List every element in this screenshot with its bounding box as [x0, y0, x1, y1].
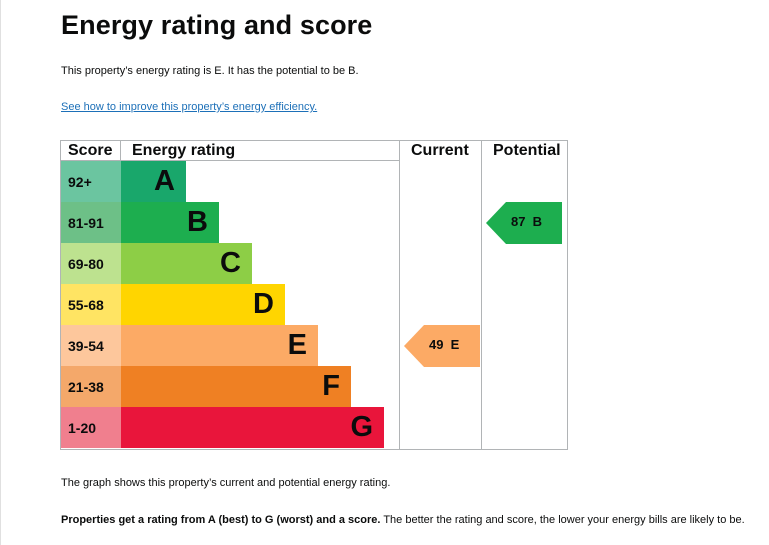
potential-column-header: Potential — [493, 142, 561, 159]
current-arrow — [404, 325, 480, 367]
score-range-b: 81-91 — [61, 202, 121, 243]
score-column-divider — [120, 141, 121, 161]
rating-band-b: B — [121, 202, 219, 243]
current-rating-label: 49 E — [429, 337, 460, 352]
score-range-e: 39-54 — [61, 325, 121, 366]
potential-column-divider — [481, 141, 482, 449]
energy-rating-chart: Score Energy rating Current Potential 92… — [60, 140, 568, 450]
rating-band-g: G — [121, 407, 384, 448]
rating-explanation-bold: Properties get a rating from A (best) to… — [61, 514, 381, 526]
score-range-f: 21-38 — [61, 366, 121, 407]
score-range-g: 1-20 — [61, 407, 121, 448]
rating-column-header: Energy rating — [132, 142, 236, 159]
page-left-border — [0, 0, 1, 545]
page-title: Energy rating and score — [61, 10, 373, 40]
rating-band-c: C — [121, 243, 252, 284]
score-range-a: 92+ — [61, 161, 121, 202]
current-column-header: Current — [411, 142, 469, 159]
potential-arrow — [486, 202, 562, 244]
rating-explanation: Properties get a rating from A (best) to… — [61, 514, 745, 526]
rating-band-f: F — [121, 366, 351, 407]
rating-explanation-rest: The better the rating and score, the low… — [380, 514, 745, 526]
score-range-c: 69-80 — [61, 243, 121, 284]
improve-efficiency-link[interactable]: See how to improve this property’s energ… — [61, 101, 318, 113]
score-range-d: 55-68 — [61, 284, 121, 325]
score-column-header: Score — [68, 142, 113, 159]
graph-note: The graph shows this property’s current … — [61, 477, 391, 489]
rating-band-e: E — [121, 325, 318, 366]
current-column-divider — [399, 141, 400, 449]
rating-band-d: D — [121, 284, 285, 325]
header-divider — [61, 160, 399, 161]
potential-rating-label: 87 B — [511, 214, 543, 229]
rating-summary: This property’s energy rating is E. It h… — [61, 65, 359, 77]
rating-band-a: A — [121, 161, 186, 202]
